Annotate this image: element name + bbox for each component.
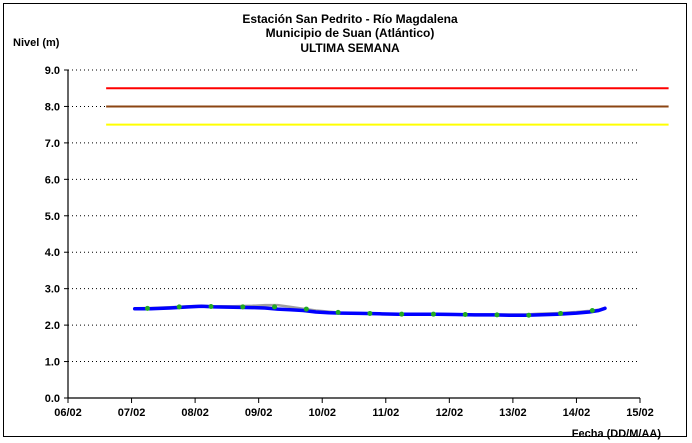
x-tick-label: 15/02 bbox=[626, 407, 654, 419]
x-tick-label: 11/02 bbox=[372, 407, 399, 419]
chart-title-line-2: Municipio de Suan (Atlántico) bbox=[266, 26, 435, 40]
y-tick-label: 7.0 bbox=[45, 138, 60, 150]
x-tick-label: 09/02 bbox=[245, 407, 273, 419]
data-point bbox=[240, 304, 246, 310]
data-point bbox=[526, 312, 532, 318]
series-layer bbox=[132, 303, 607, 318]
series-line bbox=[132, 304, 607, 318]
x-tick-label: 07/02 bbox=[118, 407, 146, 419]
data-point bbox=[144, 305, 150, 311]
y-tick-label: 1.0 bbox=[45, 357, 60, 369]
x-tick-label: 14/02 bbox=[563, 407, 591, 419]
x-tick-label: 08/02 bbox=[181, 407, 209, 419]
y-tick-label: 8.0 bbox=[45, 101, 60, 113]
y-tick-label: 4.0 bbox=[45, 247, 60, 259]
data-point bbox=[335, 309, 341, 315]
data-point bbox=[208, 304, 214, 310]
data-point bbox=[399, 311, 405, 317]
data-point bbox=[494, 312, 500, 318]
data-point bbox=[367, 310, 373, 316]
axis-layer: 0.0 1.0 2.0 3.0 4.0 5.0 6.0 7.0 8.0 9.0 06/02 07/02… bbox=[45, 65, 654, 419]
y-tick-label: 5.0 bbox=[45, 211, 60, 223]
threshold-layer bbox=[106, 87, 669, 126]
chart-frame bbox=[3, 3, 687, 437]
x-tick-label: 13/02 bbox=[499, 407, 527, 419]
x-tick-label: 12/02 bbox=[436, 407, 464, 419]
data-point bbox=[462, 312, 468, 318]
y-tick-label: 0.0 bbox=[45, 393, 60, 405]
y-tick-label: 2.0 bbox=[45, 320, 60, 332]
data-point bbox=[430, 311, 436, 317]
data-point bbox=[176, 304, 182, 310]
y-axis-label: Nivel (m) bbox=[13, 37, 60, 49]
data-point bbox=[272, 304, 278, 310]
chart-title-line-1: Estación San Pedrito - Río Magdalena bbox=[242, 12, 458, 26]
data-point bbox=[303, 306, 309, 312]
data-point bbox=[589, 308, 595, 314]
data-point bbox=[558, 310, 564, 316]
x-tick-label: 06/02 bbox=[54, 407, 82, 419]
y-tick-label: 9.0 bbox=[45, 65, 60, 77]
x-tick-label: 10/02 bbox=[308, 407, 336, 419]
x-axis-label: Fecha (DD/M/AA) bbox=[572, 428, 662, 440]
grid-layer bbox=[68, 69, 640, 363]
y-tick-label: 3.0 bbox=[45, 284, 60, 296]
y-tick-label: 6.0 bbox=[45, 174, 60, 186]
chart-title-line-3: ULTIMA SEMANA bbox=[300, 41, 400, 55]
